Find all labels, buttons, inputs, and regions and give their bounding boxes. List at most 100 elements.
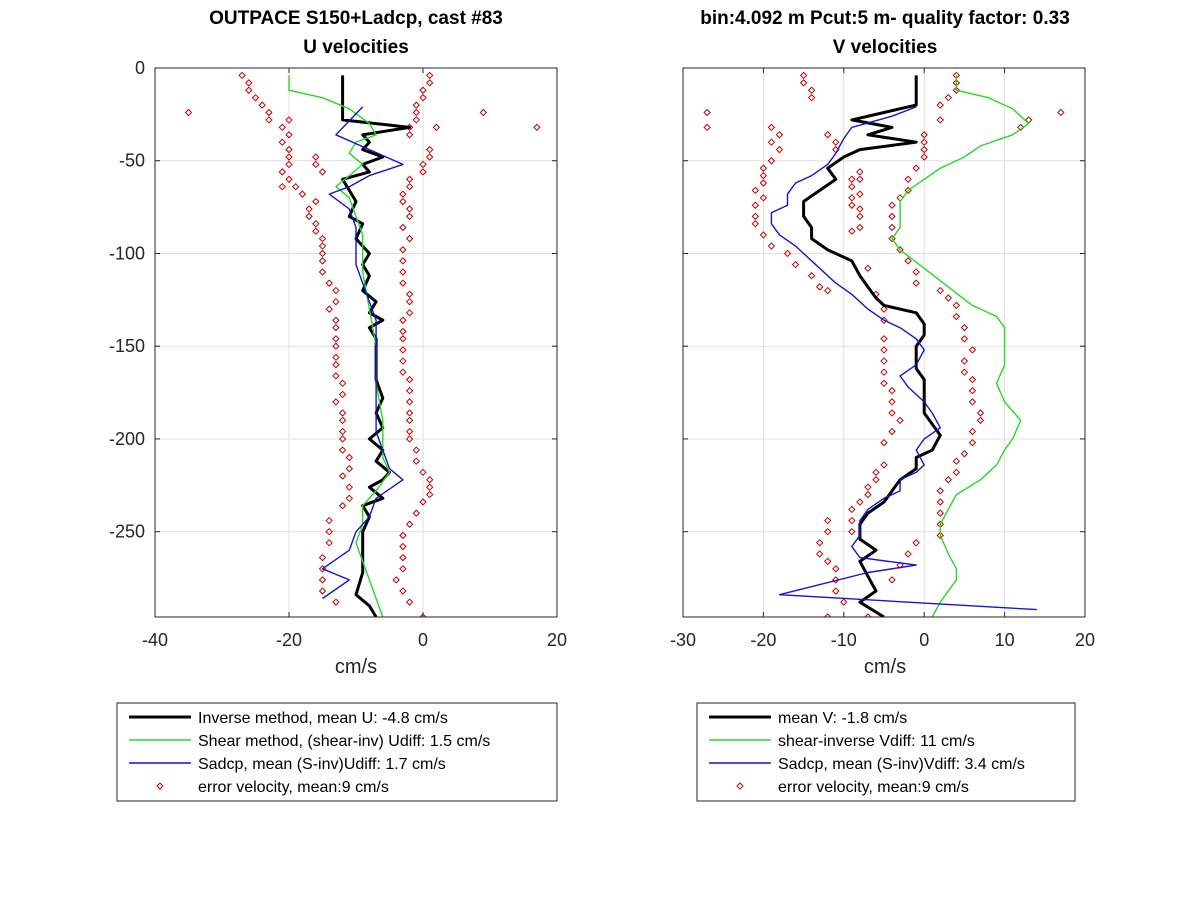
v-error-point (936, 509, 944, 517)
v-error-point (848, 194, 856, 202)
u-error-point (405, 182, 414, 191)
v-error-point (880, 346, 888, 354)
u-error-point (405, 598, 414, 606)
u-error-point (432, 123, 441, 132)
u-error-point (419, 613, 427, 617)
u-velocity-panel: OUTPACE S150+Ladcp, cast #83 U velocitie… (109, 8, 567, 802)
u-error-point (399, 197, 407, 206)
v-error-point (807, 93, 816, 102)
u-error-point (405, 175, 414, 183)
u-error-point (338, 390, 347, 399)
u-error-point (285, 153, 293, 161)
v-error-point (960, 450, 969, 458)
u-legend-entry: Shear method, (shear-inv) Udiff: 1.5 cm/… (198, 733, 490, 750)
u-error-point (399, 553, 407, 562)
u-error-point (399, 268, 407, 276)
v-error-point (848, 175, 856, 183)
u-error-point (332, 598, 340, 606)
u-error-point (399, 531, 407, 540)
v-panel-title: bin:4.092 m Pcut:5 m- quality factor: 0.… (700, 8, 1070, 29)
v-error-point (920, 131, 928, 139)
u-error-point (399, 246, 407, 254)
v-error-point (807, 272, 816, 280)
v-x-tick-label: 0 (919, 630, 929, 650)
v-error-point (767, 157, 776, 165)
v-error-point (832, 587, 840, 595)
u-legend-entry: error velocity, mean:9 cm/s (198, 779, 389, 796)
v-x-tick-label: -20 (750, 630, 776, 650)
v-error-point (807, 86, 816, 94)
u-y-tick-label: 0 (135, 58, 145, 78)
v-series-line-sadcp (770, 106, 1037, 611)
u-legend-box (116, 702, 558, 802)
u-error-point (332, 316, 340, 324)
u-error-point (312, 153, 320, 161)
u-error-point (318, 553, 327, 562)
v-error-point (936, 487, 944, 495)
u-error-point (278, 138, 287, 146)
v-error-point (968, 375, 977, 384)
v-error-point (936, 531, 944, 540)
v-x-tick-label: -30 (670, 630, 696, 650)
v-series-line-inverse (802, 75, 942, 617)
u-panel-subtitle: U velocities (303, 37, 409, 58)
u-error-point (332, 323, 340, 332)
u-error-point (332, 335, 340, 343)
u-error-point (399, 327, 407, 336)
v-error-point (815, 539, 824, 547)
u-error-point (245, 86, 253, 94)
v-error-point (759, 194, 768, 202)
v-error-point (864, 483, 872, 491)
v-error-point (960, 357, 969, 365)
v-legend: mean V: -1.8 cm/s shear-inverse Vdiff: 11… (696, 702, 1076, 802)
u-error-point (278, 182, 287, 191)
u-x-tick-label: 20 (547, 630, 567, 650)
v-legend-entry: shear-inverse Vdiff: 11 cm/s (778, 733, 975, 750)
u-error-point (285, 175, 293, 183)
u-plot-area (154, 67, 558, 618)
v-legend-entry: error velocity, mean:9 cm/s (778, 779, 969, 796)
u-error-point (405, 435, 414, 443)
v-error-point (872, 476, 880, 484)
u-error-point (425, 145, 434, 154)
v-error-point (976, 416, 985, 425)
u-error-point (419, 160, 427, 169)
u-y-tick-label: -150 (109, 336, 145, 356)
u-error-point (318, 234, 327, 243)
u-x-tick-label: -20 (276, 630, 302, 650)
v-error-point (864, 613, 872, 617)
u-error-point (419, 86, 427, 94)
v-error-point (751, 212, 760, 221)
v-error-point (751, 201, 760, 209)
v-error-point (1016, 123, 1025, 132)
u-error-point (338, 427, 347, 436)
u-error-point (345, 494, 354, 503)
v-error-point (920, 145, 928, 154)
v-error-point (856, 205, 864, 213)
v-error-point (944, 93, 953, 102)
v-error-point (880, 368, 888, 376)
u-error-point (399, 565, 407, 573)
v-error-point (960, 323, 969, 332)
u-error-point (258, 101, 266, 109)
u-error-point (399, 335, 407, 343)
u-error-point (265, 116, 273, 124)
v-error-point (944, 294, 953, 302)
u-error-point (479, 108, 488, 117)
u-error-point (419, 468, 427, 477)
v-error-point (904, 175, 912, 183)
v-error-point (824, 131, 832, 139)
v-error-point (1057, 108, 1065, 117)
v-error-point (767, 242, 776, 250)
v-error-point (856, 223, 864, 232)
v-error-point (703, 123, 711, 132)
u-error-point (425, 483, 434, 491)
u-legend-entry: Sadcp, mean (S-inv)Udiff: 1.7 cm/s (198, 756, 446, 773)
v-error-point (952, 312, 961, 321)
u-error-point (332, 353, 340, 362)
v-error-point (856, 498, 864, 506)
v-error-point (759, 171, 768, 180)
u-error-point (338, 472, 347, 480)
v-error-point (936, 498, 944, 506)
u-error-point (419, 498, 427, 506)
